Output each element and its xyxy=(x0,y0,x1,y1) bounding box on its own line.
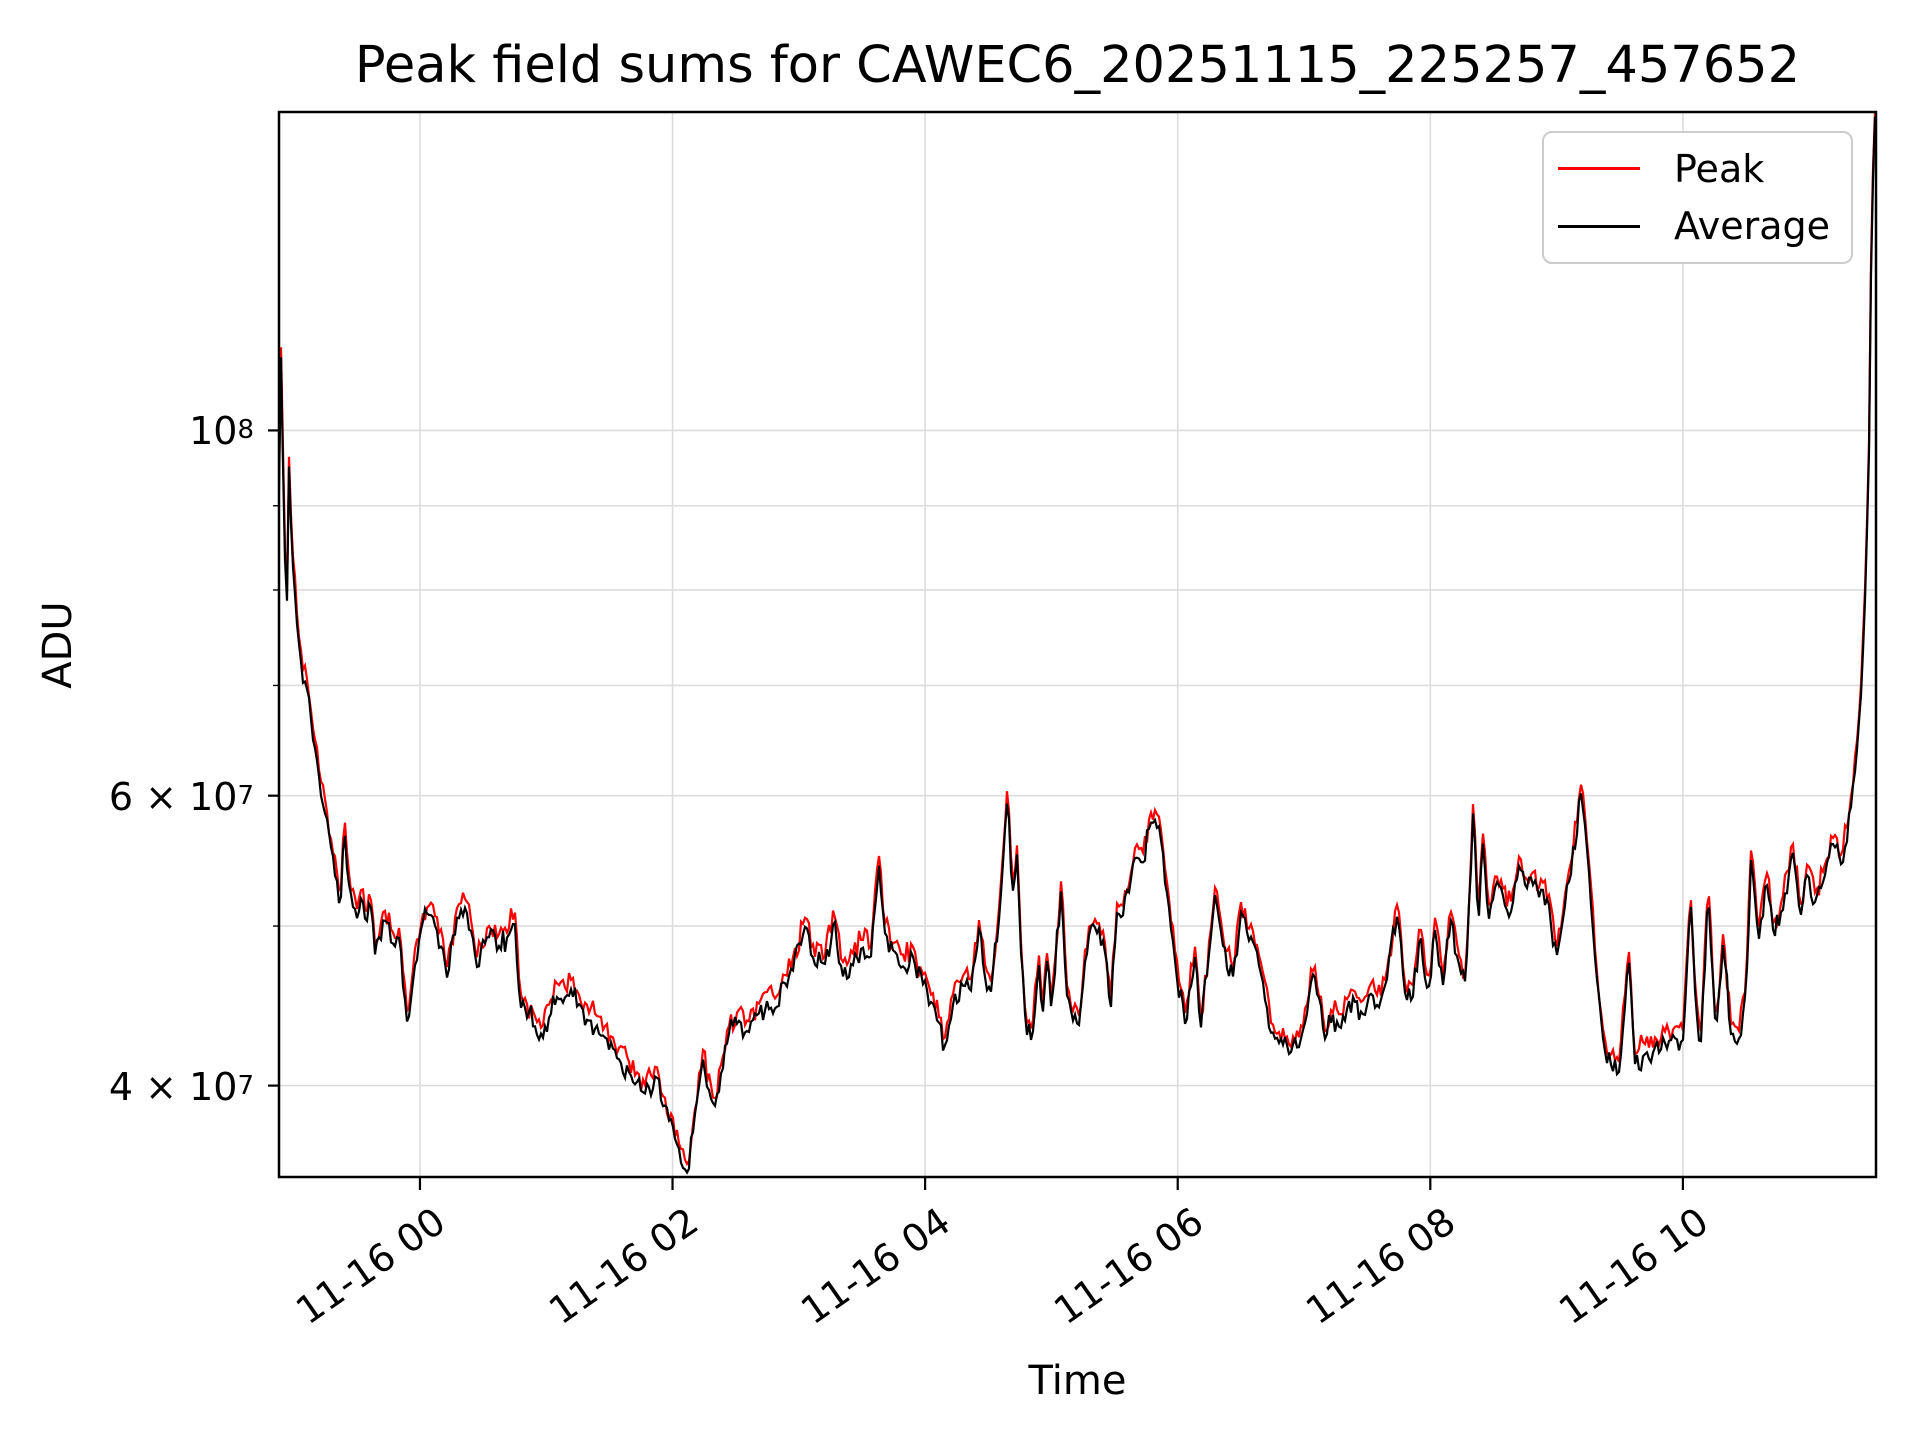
series-peak-path xyxy=(279,112,1876,1167)
legend-label-average: Average xyxy=(1674,204,1831,249)
y-tick-label: 4 × 107 xyxy=(108,1064,254,1109)
y-tick-label: 6 × 107 xyxy=(108,774,254,819)
plot-border xyxy=(277,110,1878,1179)
legend-entry-peak: Peak xyxy=(1544,147,1851,191)
x-axis-label: Time xyxy=(1028,1358,1127,1404)
tick-marks xyxy=(268,429,1684,1190)
y-tick-label: 108 xyxy=(189,409,254,454)
gridlines xyxy=(279,112,1876,1177)
series-group xyxy=(279,112,1876,1175)
peak-line-swatch xyxy=(1558,167,1640,171)
chart-title: Peak field sums for CAWEC6_20251115_2252… xyxy=(354,36,1801,95)
legend-label-peak: Peak xyxy=(1674,146,1765,191)
average-line-swatch xyxy=(1558,224,1640,228)
legend-entry-average: Average xyxy=(1544,204,1851,248)
y-axis-label: ADU xyxy=(35,601,81,689)
series-average-path xyxy=(279,116,1876,1175)
legend: Peak Average xyxy=(1542,131,1853,264)
